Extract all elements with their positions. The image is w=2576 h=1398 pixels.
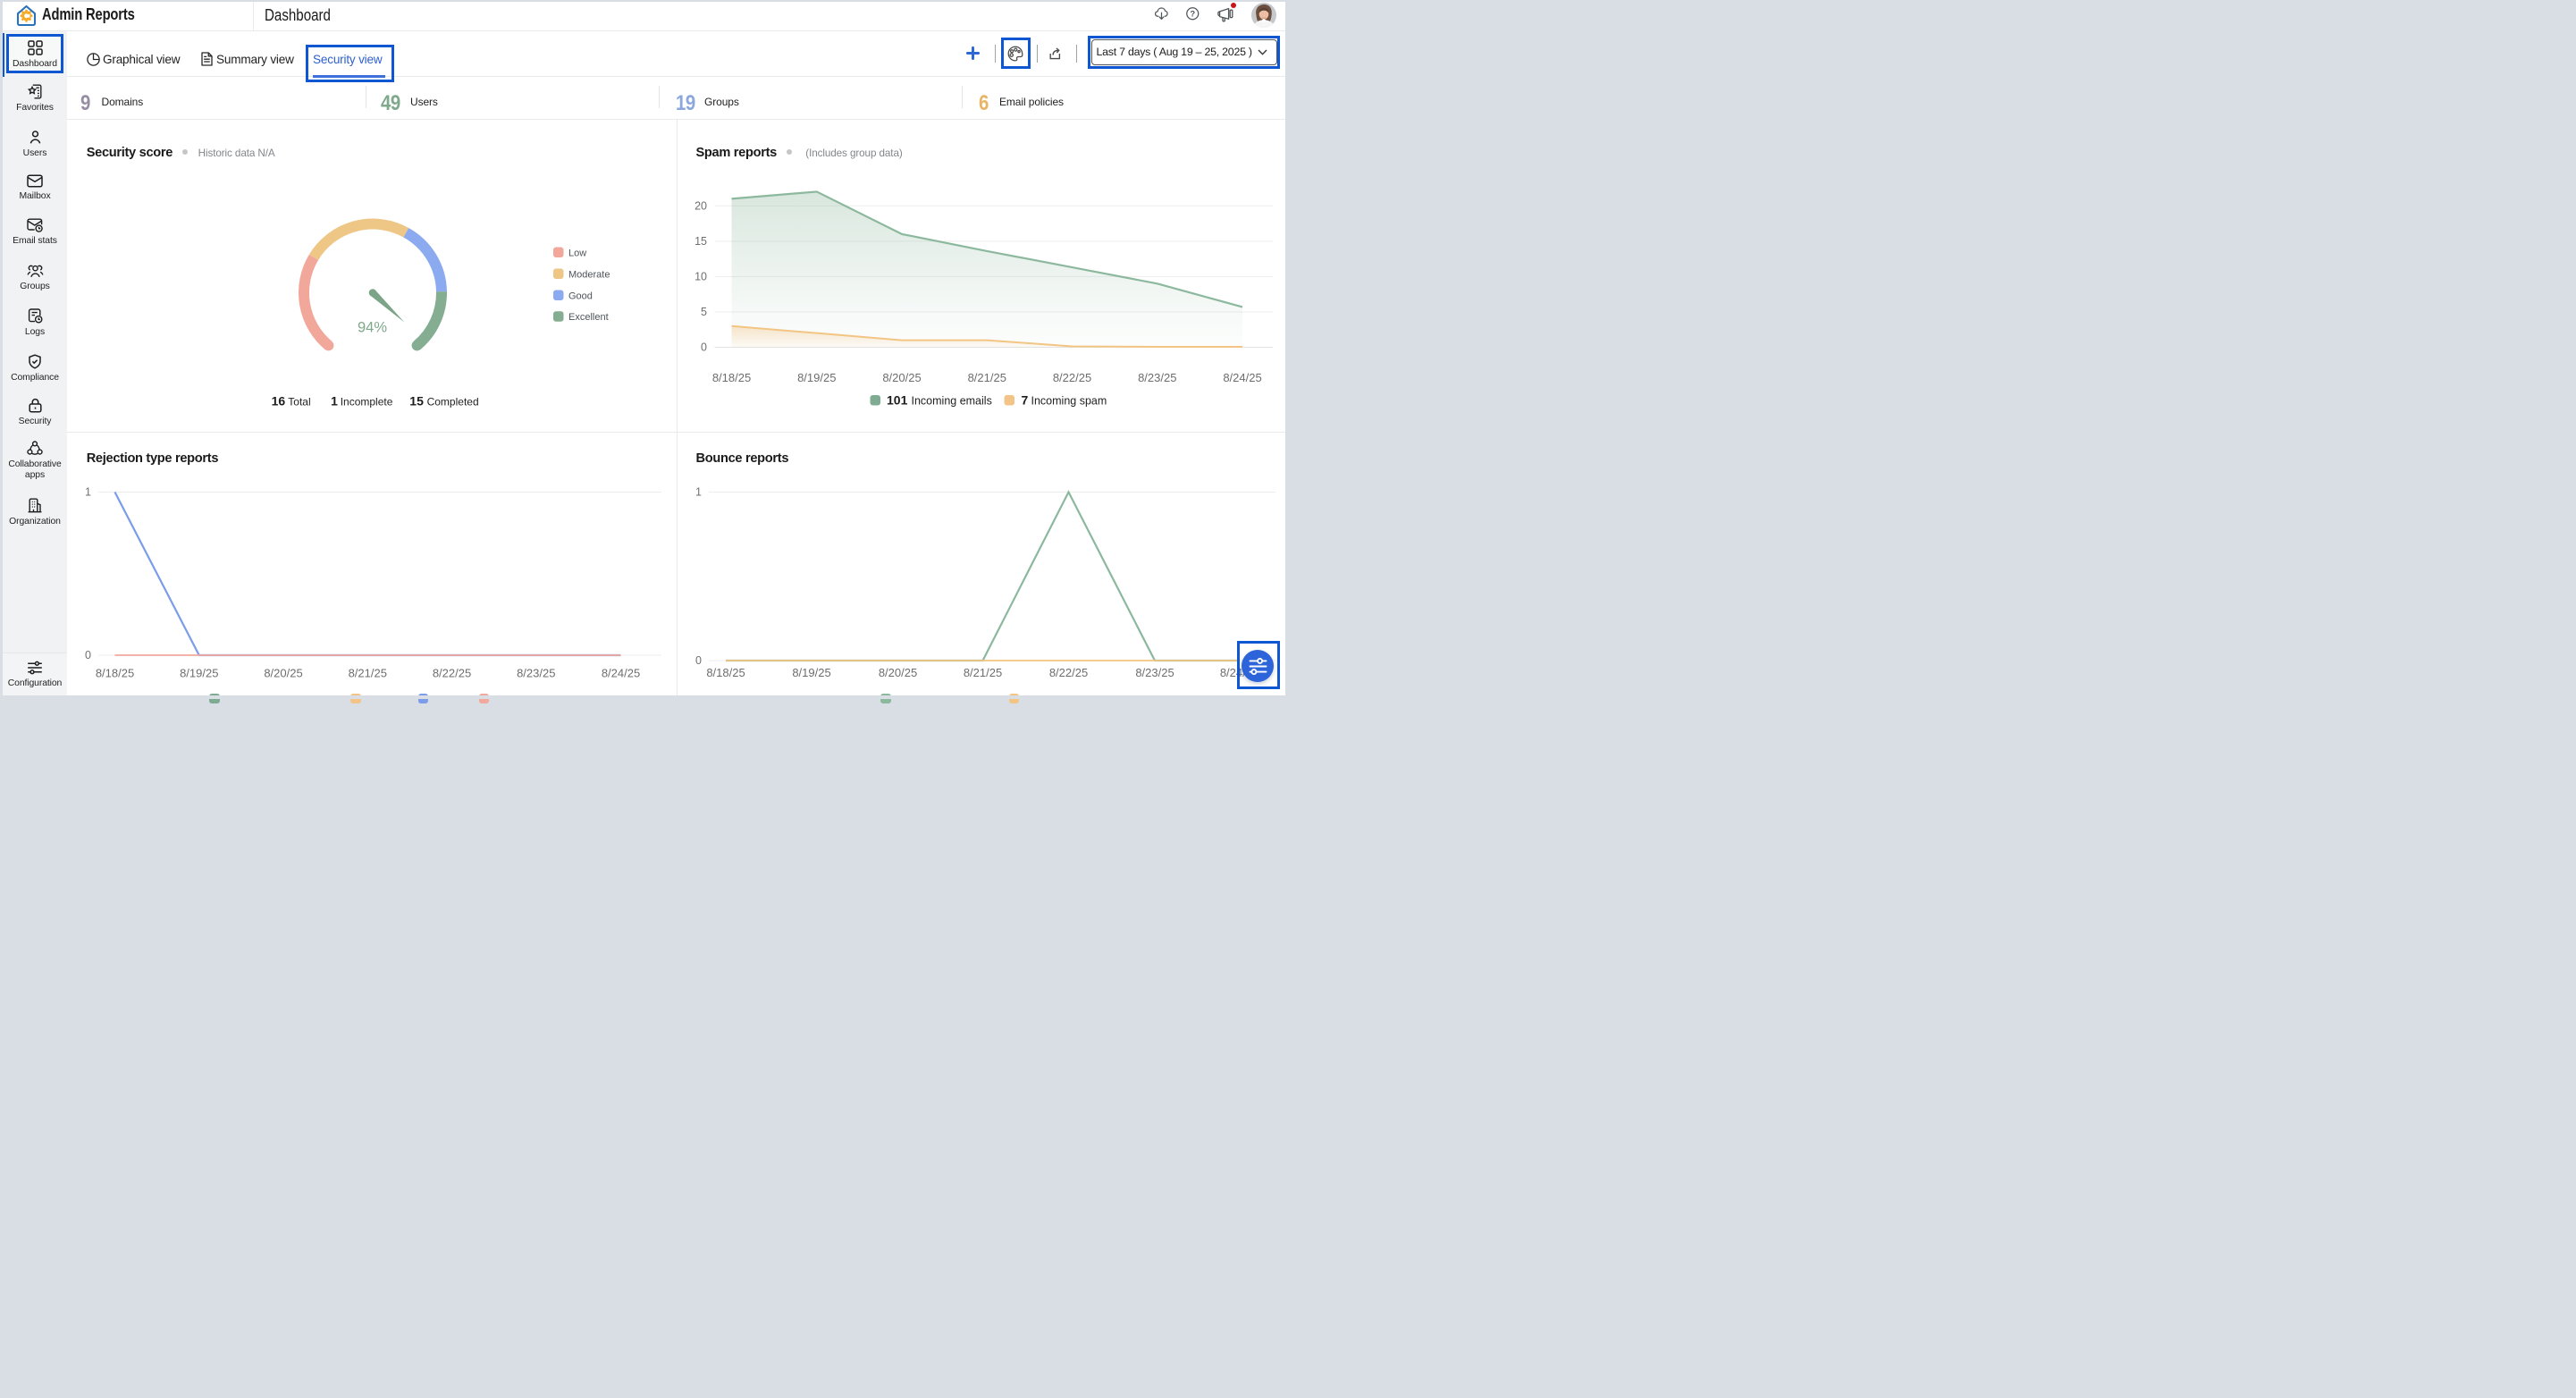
svg-text:5: 5 (701, 306, 707, 318)
svg-text:8/23/25: 8/23/25 (1138, 371, 1176, 384)
svg-text:0: 0 (85, 649, 91, 661)
svg-text:16: 16 (272, 393, 286, 408)
svg-text:Total: Total (288, 395, 310, 408)
svg-text:8/20/25: 8/20/25 (264, 666, 302, 679)
svg-text:Completed: Completed (427, 395, 479, 408)
svg-text:8/24/25: 8/24/25 (1223, 371, 1261, 384)
svg-text:Incoming spam: Incoming spam (1031, 394, 1107, 407)
svg-text:8/23/25: 8/23/25 (517, 666, 555, 679)
svg-text:8/20/25: 8/20/25 (882, 371, 921, 384)
svg-text:8/18/25: 8/18/25 (711, 371, 750, 384)
svg-text:8/20/25: 8/20/25 (878, 666, 916, 679)
svg-text:15: 15 (409, 393, 424, 408)
svg-text:8/18/25: 8/18/25 (96, 666, 134, 679)
svg-text:1: 1 (331, 393, 338, 408)
svg-text:Incoming emails: Incoming emails (911, 394, 991, 407)
svg-text:8/22/25: 8/22/25 (433, 666, 471, 679)
svg-text:8/19/25: 8/19/25 (180, 666, 218, 679)
svg-text:8/21/25: 8/21/25 (349, 666, 387, 679)
svg-text:Moderate: Moderate (568, 269, 610, 280)
svg-text:8/22/25: 8/22/25 (1052, 371, 1090, 384)
svg-text:1: 1 (85, 485, 91, 498)
svg-text:Excellent: Excellent (568, 312, 609, 323)
svg-text:Good: Good (568, 291, 593, 301)
svg-text:Low: Low (568, 248, 586, 258)
svg-text:0: 0 (701, 341, 707, 353)
svg-text:1: 1 (695, 485, 702, 498)
svg-text:8/21/25: 8/21/25 (963, 666, 1001, 679)
svg-text:8/24/25: 8/24/25 (602, 666, 640, 679)
svg-text:0: 0 (695, 654, 702, 667)
svg-text:8/22/25: 8/22/25 (1048, 666, 1087, 679)
svg-text:15: 15 (695, 235, 707, 248)
svg-text:101: 101 (887, 392, 908, 407)
svg-text:8/21/25: 8/21/25 (967, 371, 1006, 384)
svg-text:8/19/25: 8/19/25 (792, 666, 830, 679)
svg-text:20: 20 (695, 199, 707, 212)
svg-text:8/19/25: 8/19/25 (797, 371, 836, 384)
svg-text:94%: 94% (358, 319, 387, 335)
svg-text:Incomplete: Incomplete (341, 395, 393, 408)
svg-text:7: 7 (1021, 392, 1028, 407)
svg-text:?: ? (1191, 10, 1196, 19)
svg-text:10: 10 (695, 270, 707, 282)
svg-text:8/18/25: 8/18/25 (706, 666, 745, 679)
svg-text:8/23/25: 8/23/25 (1135, 666, 1174, 679)
